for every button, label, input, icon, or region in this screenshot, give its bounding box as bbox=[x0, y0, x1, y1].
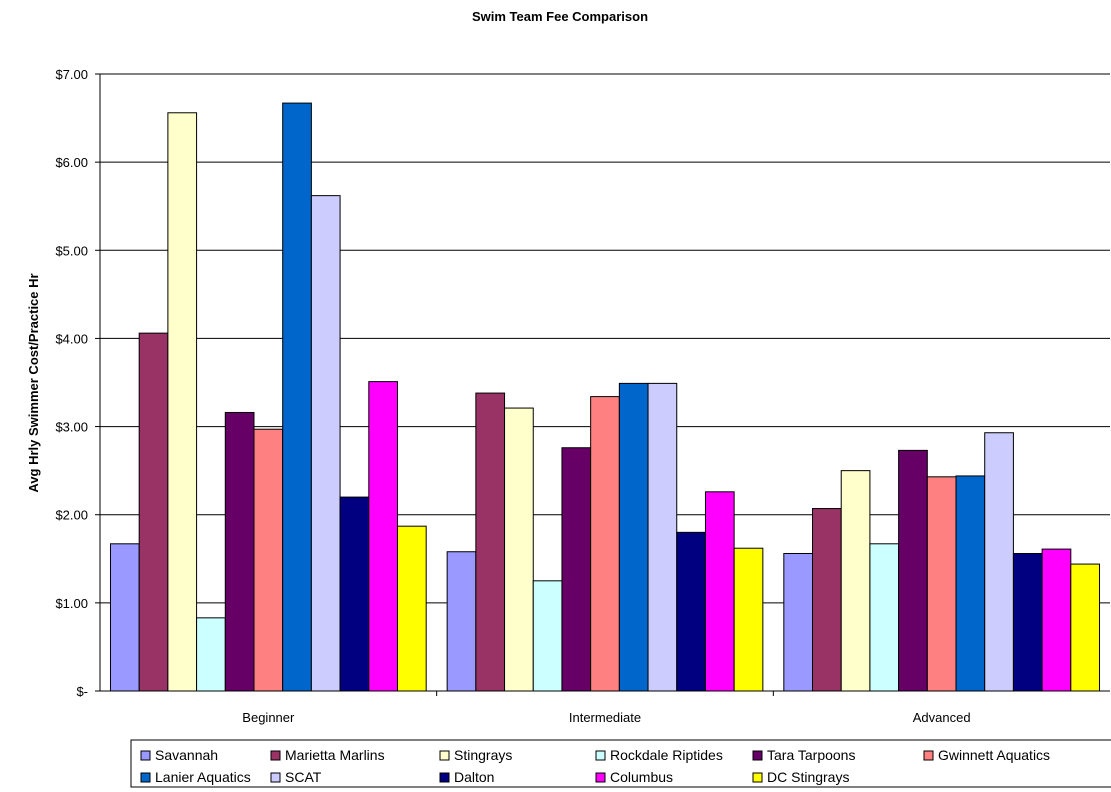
bar-columbus-advanced bbox=[1041, 548, 1072, 692]
legend-label: Lanier Aquatics bbox=[155, 769, 251, 785]
y-tick-label: $- bbox=[76, 684, 88, 699]
y-tick-label: $7.00 bbox=[55, 67, 88, 82]
bar-marietta-marlins-beginner bbox=[138, 332, 169, 692]
legend-label: Savannah bbox=[155, 747, 218, 763]
legend-swatch bbox=[140, 772, 151, 783]
legend-label: Gwinnett Aquatics bbox=[938, 747, 1050, 763]
bar-scat-intermediate bbox=[647, 382, 678, 692]
bar-marietta-marlins-advanced bbox=[812, 508, 842, 692]
y-tick-label: $2.00 bbox=[55, 508, 88, 523]
legend-label: Stingrays bbox=[454, 747, 512, 763]
y-tick-label: $4.00 bbox=[55, 331, 88, 346]
bar-tara-tarpoons-beginner bbox=[224, 411, 255, 692]
bar-dalton-advanced bbox=[1012, 552, 1043, 692]
bar-tara-tarpoons-advanced bbox=[898, 449, 928, 692]
bar-gwinnett-aquatics-beginner bbox=[253, 428, 284, 692]
x-tick-label: Advanced bbox=[913, 710, 971, 725]
y-axis-label: Avg Hrly Swimmer Cost/Practice Hr bbox=[26, 273, 41, 492]
legend-label: Marietta Marlins bbox=[285, 747, 385, 763]
bar-savannah-advanced bbox=[783, 552, 814, 692]
legend-swatch bbox=[439, 772, 450, 783]
y-tick-label: $5.00 bbox=[55, 243, 88, 258]
y-tick-label: $1.00 bbox=[55, 596, 88, 611]
x-tick-label: Intermediate bbox=[569, 710, 641, 725]
legend-swatch bbox=[752, 772, 763, 783]
bar-dc-stingrays-advanced bbox=[1070, 563, 1101, 692]
legend-swatch bbox=[923, 750, 934, 761]
bar-lanier-aquatics-advanced bbox=[955, 475, 986, 692]
legend-swatch bbox=[140, 750, 151, 761]
bar-stingrays-beginner bbox=[167, 112, 198, 692]
bar-dalton-beginner bbox=[339, 496, 370, 692]
chart-title: Swim Team Fee Comparison bbox=[472, 9, 648, 24]
legend-swatch bbox=[595, 750, 606, 761]
bar-rockdale-riptides-intermediate bbox=[532, 580, 563, 692]
legend-label: Rockdale Riptides bbox=[610, 747, 723, 763]
legend-swatch bbox=[595, 772, 606, 783]
legend-swatch bbox=[270, 772, 281, 783]
bar-columbus-intermediate bbox=[704, 491, 735, 692]
bar-lanier-aquatics-beginner bbox=[282, 102, 312, 692]
bar-dc-stingrays-beginner bbox=[396, 525, 427, 692]
legend-label: SCAT bbox=[285, 769, 322, 785]
legend-label: Columbus bbox=[610, 769, 673, 785]
bar-rockdale-riptides-beginner bbox=[196, 617, 226, 692]
bar-stingrays-intermediate bbox=[504, 407, 534, 692]
bar-rockdale-riptides-advanced bbox=[869, 543, 900, 692]
legend-label: Tara Tarpoons bbox=[767, 747, 855, 763]
bar-dc-stingrays-intermediate bbox=[733, 547, 764, 692]
x-tick-label: Beginner bbox=[242, 710, 295, 725]
bar-lanier-aquatics-intermediate bbox=[618, 382, 649, 692]
y-tick-labels: $- $1.00 $2.00 $3.00 $4.00 $5.00 $6.00 $7.00 bbox=[55, 67, 88, 699]
axes bbox=[95, 73, 1110, 696]
bar-scat-beginner bbox=[310, 195, 341, 692]
legend-label: DC Stingrays bbox=[767, 769, 849, 785]
y-tick-label: $6.00 bbox=[55, 155, 88, 170]
x-tick-labels: Beginner Intermediate Advanced bbox=[242, 710, 970, 725]
bar-marietta-marlins-intermediate bbox=[475, 392, 506, 692]
bars bbox=[109, 102, 1101, 692]
bar-columbus-beginner bbox=[368, 381, 398, 692]
legend-label: Dalton bbox=[454, 769, 494, 785]
bar-stingrays-advanced bbox=[840, 470, 871, 692]
legend: Savannah Marietta Marlins Stingrays Rockdal… bbox=[130, 739, 1111, 788]
bar-gwinnett-aquatics-intermediate bbox=[590, 396, 620, 692]
bar-tara-tarpoons-intermediate bbox=[561, 447, 592, 692]
legend-swatch bbox=[752, 750, 763, 761]
bar-dalton-intermediate bbox=[676, 531, 706, 692]
bar-gwinnett-aquatics-advanced bbox=[926, 476, 957, 692]
y-tick-label: $3.00 bbox=[55, 420, 88, 435]
legend-swatch bbox=[439, 750, 450, 761]
bar-savannah-intermediate bbox=[446, 551, 477, 692]
legend-box bbox=[130, 739, 1111, 788]
bar-savannah-beginner bbox=[109, 543, 140, 692]
legend-swatch bbox=[270, 750, 281, 761]
bar-scat-advanced bbox=[984, 432, 1014, 692]
